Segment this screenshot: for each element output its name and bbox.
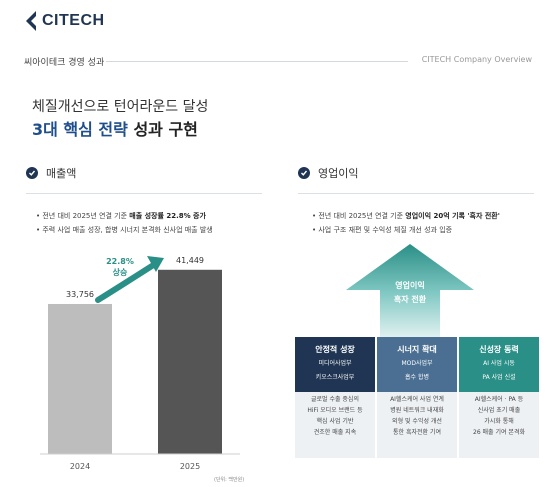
x-tick-label: 2024 xyxy=(69,462,91,471)
x-tick-label: 2025 xyxy=(179,462,201,471)
strategy-card-header: 신성장 동력 AI 사업 시동 PA 사업 신설 xyxy=(459,337,539,392)
card-body-line: 외형 및 수익성 개선 xyxy=(392,418,442,425)
bar-2025 xyxy=(158,269,222,454)
card-title: 안정적 성장 xyxy=(315,345,355,354)
card-line: PA 사업 신설 xyxy=(482,374,516,381)
title-accent: 3대 핵심 전략 xyxy=(32,120,128,139)
bar-2024 xyxy=(48,303,112,454)
card-body-line: 병원 네트워크 내재화 xyxy=(390,407,444,414)
op-bullet: • 전년 대비 2025년 연결 기준 영업이익 20억 기록 '흑자 전환' xyxy=(312,212,500,220)
revenue-heading: 매출액 xyxy=(46,167,77,180)
card-body-line: 26 매출 기여 본격화 xyxy=(473,429,525,436)
strategy-card-header: 안정적 성장 미디어사업부 키오스크사업부 xyxy=(295,337,375,392)
revenue-divider xyxy=(26,193,262,194)
card-title: 시너지 확대 xyxy=(397,345,437,354)
revenue-bullet: • 전년 대비 2025년 연결 기준 매출 성장률 22.8% 증가 xyxy=(36,212,206,220)
card-title: 신성장 동력 xyxy=(479,345,519,354)
op-header: 영업이익 xyxy=(298,165,358,181)
strategy-card-body: AI헬스케어 · PA 등 신사업 초기 매출 가시화 통해 26 매출 기여 … xyxy=(459,392,539,458)
strategy-card-body: AI헬스케어 사업 연계 병원 네트워크 내재화 외형 및 수익성 개선 통한 … xyxy=(377,392,457,458)
growth-pct: 22.8% xyxy=(106,257,134,266)
profit-arrow-icon xyxy=(346,244,474,340)
card-line: 키오스크사업부 xyxy=(315,374,355,381)
card-body-line: 통한 흑자전환 기여 xyxy=(393,429,441,436)
strategy-card-header: 시너지 확대 MOD사업부 흡수 합병 xyxy=(377,337,457,392)
card-body-line: 글로벌 수출 중심의 xyxy=(311,396,359,403)
arrow-label: 영업이익 흑자 전환 xyxy=(360,279,460,307)
card-line: MOD사업부 xyxy=(401,360,433,367)
op-divider xyxy=(298,193,534,194)
card-body-line: 핵심 사업 기반 xyxy=(316,418,354,425)
card-body-line: AI헬스케어 사업 연계 xyxy=(390,396,444,403)
bar-value-label: 33,756 xyxy=(66,289,94,299)
page-title: 3대 핵심 전략 성과 구현 xyxy=(32,116,198,140)
card-body-line: 가시화 통해 xyxy=(484,418,514,425)
revenue-bullet-text: 주력 사업 매출 성장, 합병 시너지 본격화 신사업 매출 발생 xyxy=(42,226,213,234)
bar-value-label: 41,449 xyxy=(176,255,204,265)
growth-arrow xyxy=(95,261,158,303)
op-heading: 영업이익 xyxy=(318,167,359,180)
arrow-label-line1: 영업이익 xyxy=(395,281,425,290)
revenue-bullet-text: 전년 대비 2025년 연결 기준 xyxy=(42,212,130,220)
card-line: 흡수 합병 xyxy=(405,374,429,381)
title-rest: 성과 구현 xyxy=(127,120,198,139)
card-line: AI 사업 시동 xyxy=(483,360,515,367)
revenue-chart xyxy=(40,256,240,455)
growth-word: 상승 xyxy=(112,268,128,277)
check-icon xyxy=(26,167,38,179)
op-bullet: • 사업 구조 재편 및 수익성 체질 개선 성과 입증 xyxy=(312,226,453,234)
growth-arrow-head xyxy=(147,256,164,272)
op-bullet-text: 전년 대비 2025년 연결 기준 xyxy=(318,212,406,220)
card-body-line: 견조한 매출 지속 xyxy=(313,429,357,436)
unit-note: (단위: 백만원) xyxy=(214,477,245,483)
subtitle: 체질개선으로 턴어라운드 달성 xyxy=(32,99,209,115)
revenue-header: 매출액 xyxy=(26,165,76,181)
op-bullet-text: 사업 구조 재편 및 수익성 체질 개선 성과 입증 xyxy=(318,226,453,234)
check-icon xyxy=(298,167,310,179)
logo-mark-icon xyxy=(26,11,36,31)
growth-label: 22.8% 상승 xyxy=(95,256,145,278)
card-body-line: 신사업 초기 매출 xyxy=(477,407,521,414)
card-body-line: AI헬스케어 · PA 등 xyxy=(474,396,524,403)
logo: CITECH xyxy=(24,10,105,32)
arrow-label-line2: 흑자 전환 xyxy=(393,295,427,304)
header-divider xyxy=(106,61,408,62)
card-line: 미디어사업부 xyxy=(318,360,352,367)
op-bullet-bold: 영업이익 20억 기록 '흑자 전환' xyxy=(405,212,500,220)
strategy-card-body: 글로벌 수출 중심의 HiFi 오디오 브랜드 등 핵심 사업 기반 견조한 매… xyxy=(295,392,375,458)
revenue-bullet-bold: 매출 성장률 22.8% 증가 xyxy=(129,212,206,220)
revenue-bullet: • 주력 사업 매출 성장, 합병 시너지 본격화 신사업 매출 발생 xyxy=(36,226,213,234)
card-body-line: HiFi 오디오 브랜드 등 xyxy=(307,407,363,414)
logo-text: CITECH xyxy=(42,12,105,29)
header-right: CITECH Company Overview xyxy=(421,55,532,64)
header-left: 씨아이테크 경영 성과 xyxy=(24,58,105,68)
